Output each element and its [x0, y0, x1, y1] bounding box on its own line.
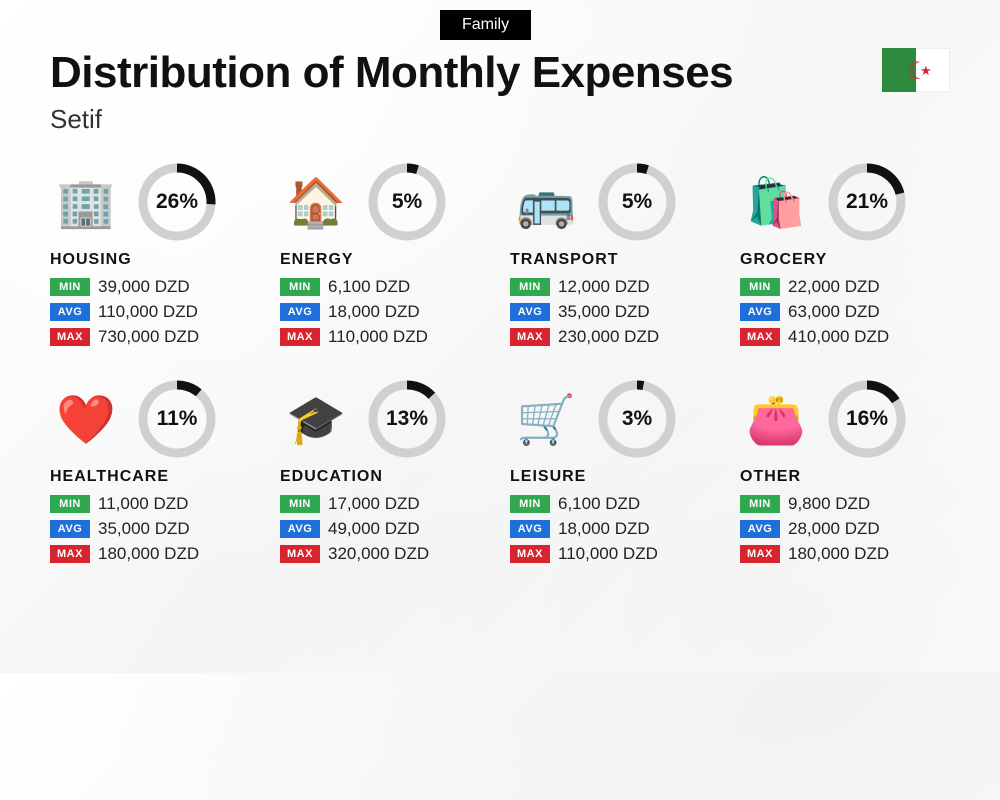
max-value: 180,000 DZD [98, 544, 199, 564]
percent-ring: 11% [138, 380, 216, 458]
max-badge: MAX [50, 328, 90, 346]
avg-badge: AVG [50, 520, 90, 538]
min-badge: MIN [280, 278, 320, 296]
min-value: 39,000 DZD [98, 277, 190, 297]
category-label: HOUSING [50, 251, 260, 269]
min-badge: MIN [740, 495, 780, 513]
leisure-icon: 🛒 [510, 388, 582, 450]
avg-value: 110,000 DZD [98, 302, 198, 322]
avg-value: 35,000 DZD [98, 519, 190, 539]
category-label: OTHER [740, 468, 950, 486]
min-badge: MIN [740, 278, 780, 296]
percent-ring: 26% [138, 163, 216, 241]
category-card-housing: 🏢 26% HOUSING MIN 39,000 DZD AVG 110,000… [50, 163, 260, 352]
min-badge: MIN [510, 278, 550, 296]
category-card-transport: 🚌 5% TRANSPORT MIN 12,000 DZD AVG 35,000… [510, 163, 720, 352]
percent-label: 5% [368, 163, 446, 241]
family-badge: Family [440, 10, 531, 40]
max-badge: MAX [280, 328, 320, 346]
percent-ring: 16% [828, 380, 906, 458]
percent-label: 11% [138, 380, 216, 458]
healthcare-icon: ❤️ [50, 388, 122, 450]
min-value: 6,100 DZD [558, 494, 640, 514]
max-value: 180,000 DZD [788, 544, 889, 564]
category-card-other: 👛 16% OTHER MIN 9,800 DZD AVG 28,000 DZD… [740, 380, 950, 569]
category-label: EDUCATION [280, 468, 490, 486]
categories-grid: 🏢 26% HOUSING MIN 39,000 DZD AVG 110,000… [50, 163, 950, 569]
category-label: ENERGY [280, 251, 490, 269]
avg-value: 35,000 DZD [558, 302, 650, 322]
avg-value: 49,000 DZD [328, 519, 420, 539]
avg-badge: AVG [510, 520, 550, 538]
max-badge: MAX [50, 545, 90, 563]
percent-label: 21% [828, 163, 906, 241]
education-icon: 🎓 [280, 388, 352, 450]
max-value: 230,000 DZD [558, 327, 659, 347]
avg-badge: AVG [740, 520, 780, 538]
max-value: 410,000 DZD [788, 327, 889, 347]
percent-ring: 3% [598, 380, 676, 458]
max-value: 110,000 DZD [328, 327, 428, 347]
housing-icon: 🏢 [50, 171, 122, 233]
page-subtitle: Setif [50, 104, 950, 135]
percent-ring: 5% [598, 163, 676, 241]
avg-badge: AVG [280, 303, 320, 321]
percent-ring: 13% [368, 380, 446, 458]
min-badge: MIN [50, 495, 90, 513]
max-badge: MAX [280, 545, 320, 563]
category-card-healthcare: ❤️ 11% HEALTHCARE MIN 11,000 DZD AVG 35,… [50, 380, 260, 569]
percent-label: 13% [368, 380, 446, 458]
other-icon: 👛 [740, 388, 812, 450]
max-value: 730,000 DZD [98, 327, 199, 347]
transport-icon: 🚌 [510, 171, 582, 233]
avg-badge: AVG [280, 520, 320, 538]
avg-badge: AVG [740, 303, 780, 321]
max-badge: MAX [740, 545, 780, 563]
max-badge: MAX [510, 545, 550, 563]
percent-label: 16% [828, 380, 906, 458]
percent-label: 5% [598, 163, 676, 241]
category-card-education: 🎓 13% EDUCATION MIN 17,000 DZD AVG 49,00… [280, 380, 490, 569]
max-badge: MAX [510, 328, 550, 346]
avg-value: 18,000 DZD [558, 519, 650, 539]
category-label: LEISURE [510, 468, 720, 486]
max-badge: MAX [740, 328, 780, 346]
category-card-energy: 🏠 5% ENERGY MIN 6,100 DZD AVG 18,000 DZD… [280, 163, 490, 352]
category-label: HEALTHCARE [50, 468, 260, 486]
avg-badge: AVG [510, 303, 550, 321]
min-badge: MIN [280, 495, 320, 513]
percent-label: 26% [138, 163, 216, 241]
min-badge: MIN [50, 278, 90, 296]
min-value: 12,000 DZD [558, 277, 650, 297]
avg-value: 18,000 DZD [328, 302, 420, 322]
grocery-icon: 🛍️ [740, 171, 812, 233]
page-title: Distribution of Monthly Expenses [50, 48, 950, 98]
percent-ring: 21% [828, 163, 906, 241]
energy-icon: 🏠 [280, 171, 352, 233]
category-card-leisure: 🛒 3% LEISURE MIN 6,100 DZD AVG 18,000 DZ… [510, 380, 720, 569]
avg-badge: AVG [50, 303, 90, 321]
min-value: 11,000 DZD [98, 494, 188, 514]
max-value: 110,000 DZD [558, 544, 658, 564]
percent-label: 3% [598, 380, 676, 458]
avg-value: 63,000 DZD [788, 302, 880, 322]
category-label: TRANSPORT [510, 251, 720, 269]
max-value: 320,000 DZD [328, 544, 429, 564]
min-value: 9,800 DZD [788, 494, 870, 514]
avg-value: 28,000 DZD [788, 519, 880, 539]
min-value: 22,000 DZD [788, 277, 880, 297]
min-value: 6,100 DZD [328, 277, 410, 297]
category-card-grocery: 🛍️ 21% GROCERY MIN 22,000 DZD AVG 63,000… [740, 163, 950, 352]
min-value: 17,000 DZD [328, 494, 420, 514]
category-label: GROCERY [740, 251, 950, 269]
percent-ring: 5% [368, 163, 446, 241]
min-badge: MIN [510, 495, 550, 513]
algeria-flag-icon: ☾ ★ [882, 48, 950, 92]
